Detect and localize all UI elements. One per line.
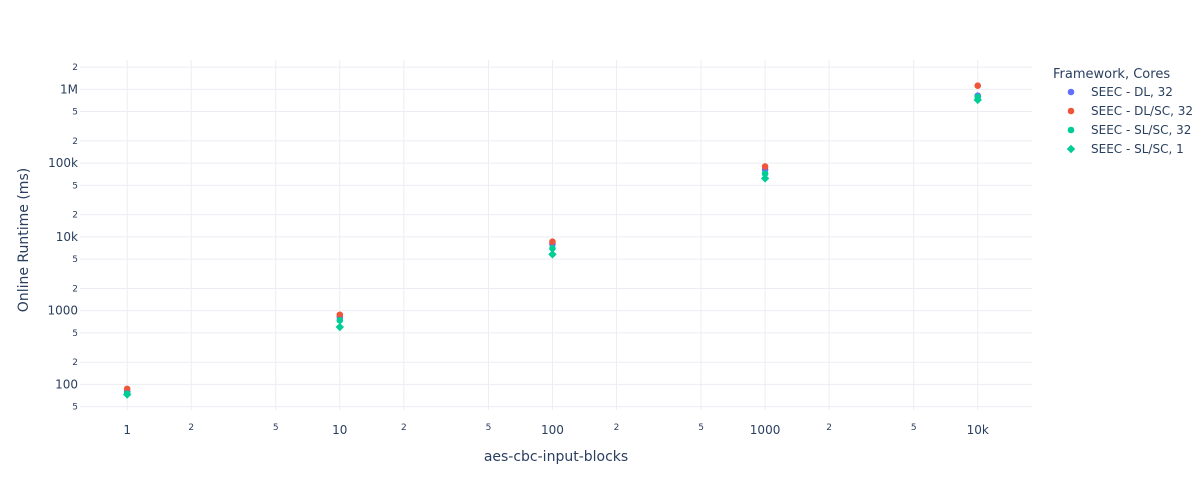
data-point-series-3 (336, 316, 344, 324)
data-point-series-4 (973, 95, 982, 105)
y-tick-label: 1000 (47, 304, 78, 318)
x-minor-tick-label: 5 (698, 423, 704, 433)
data-point-series-4 (335, 322, 345, 332)
data-point-series-3 (549, 245, 556, 252)
y-minor-tick-label: 2 (72, 137, 78, 147)
y-tick-label: 100k (48, 156, 78, 170)
x-axis-title: aes-cbc-input-blocks (484, 449, 628, 465)
legend-title: Framework, Cores (1053, 67, 1170, 82)
x-tick-label: 100 (541, 423, 564, 437)
x-minor-tick-label: 2 (826, 423, 832, 433)
y-minor-tick-label: 5 (72, 255, 78, 265)
legend-marker-4 (1066, 144, 1076, 154)
legend-marker-1 (1067, 88, 1075, 96)
data-point-series-2 (549, 238, 556, 246)
y-minor-tick-label: 2 (72, 284, 78, 294)
x-tick-label: 10k (967, 423, 989, 437)
y-tick-label: 1M (60, 82, 78, 96)
y-minor-tick-label: 5 (72, 403, 78, 413)
data-point-series-4 (760, 174, 770, 183)
data-point-series-2 (336, 311, 344, 319)
data-point-series-2 (974, 82, 982, 90)
x-minor-tick-label: 2 (188, 423, 194, 433)
x-tick-label: 1000 (750, 423, 781, 437)
x-tick-label: 1 (123, 423, 131, 437)
x-minor-tick-label: 2 (614, 423, 620, 433)
y-minor-tick-label: 5 (72, 329, 78, 339)
data-point-series-4 (122, 390, 132, 399)
y-tick-label: 100 (55, 377, 78, 391)
data-point-series-2 (123, 385, 131, 393)
data-point-series-2 (761, 163, 769, 170)
x-minor-tick-label: 5 (486, 423, 492, 433)
legend-label-3: SEEC - SL/SC, 32 (1091, 123, 1191, 137)
legend: Framework, Cores SEEC - DL, 32 SEEC - DL/… (1053, 67, 1193, 156)
legend-marker-2 (1067, 107, 1075, 115)
legend-label-2: SEEC - DL/SC, 32 (1091, 104, 1193, 118)
x-tick-label: 10 (332, 423, 347, 437)
y-axis-title: Online Runtime (ms) (16, 168, 32, 312)
x-axis-ticks: 1 10 100 1000 10k 2 5 2 5 2 5 2 5 (123, 423, 989, 437)
x-minor-tick-label: 5 (911, 423, 917, 433)
legend-label-4: SEEC - SL/SC, 1 (1091, 142, 1184, 156)
data-point-series-3 (761, 170, 769, 177)
data-points (122, 82, 982, 399)
legend-marker-3 (1067, 126, 1075, 134)
legend-label-1: SEEC - DL, 32 (1091, 85, 1173, 99)
x-minor-tick-label: 5 (273, 423, 279, 433)
y-minor-tick-label: 2 (72, 211, 78, 221)
y-minor-tick-label: 5 (72, 108, 78, 118)
x-minor-tick-label: 2 (401, 423, 407, 433)
y-tick-label: 10k (56, 230, 78, 244)
y-minor-tick-label: 2 (72, 358, 78, 368)
y-axis-ticks: 100 1000 10k 100k 1M 5 2 5 2 5 2 5 2 5 2 (47, 63, 78, 412)
grid (80, 60, 1032, 410)
data-point-series-4 (548, 250, 557, 259)
y-minor-tick-label: 2 (72, 63, 78, 73)
y-minor-tick-label: 5 (72, 181, 78, 191)
